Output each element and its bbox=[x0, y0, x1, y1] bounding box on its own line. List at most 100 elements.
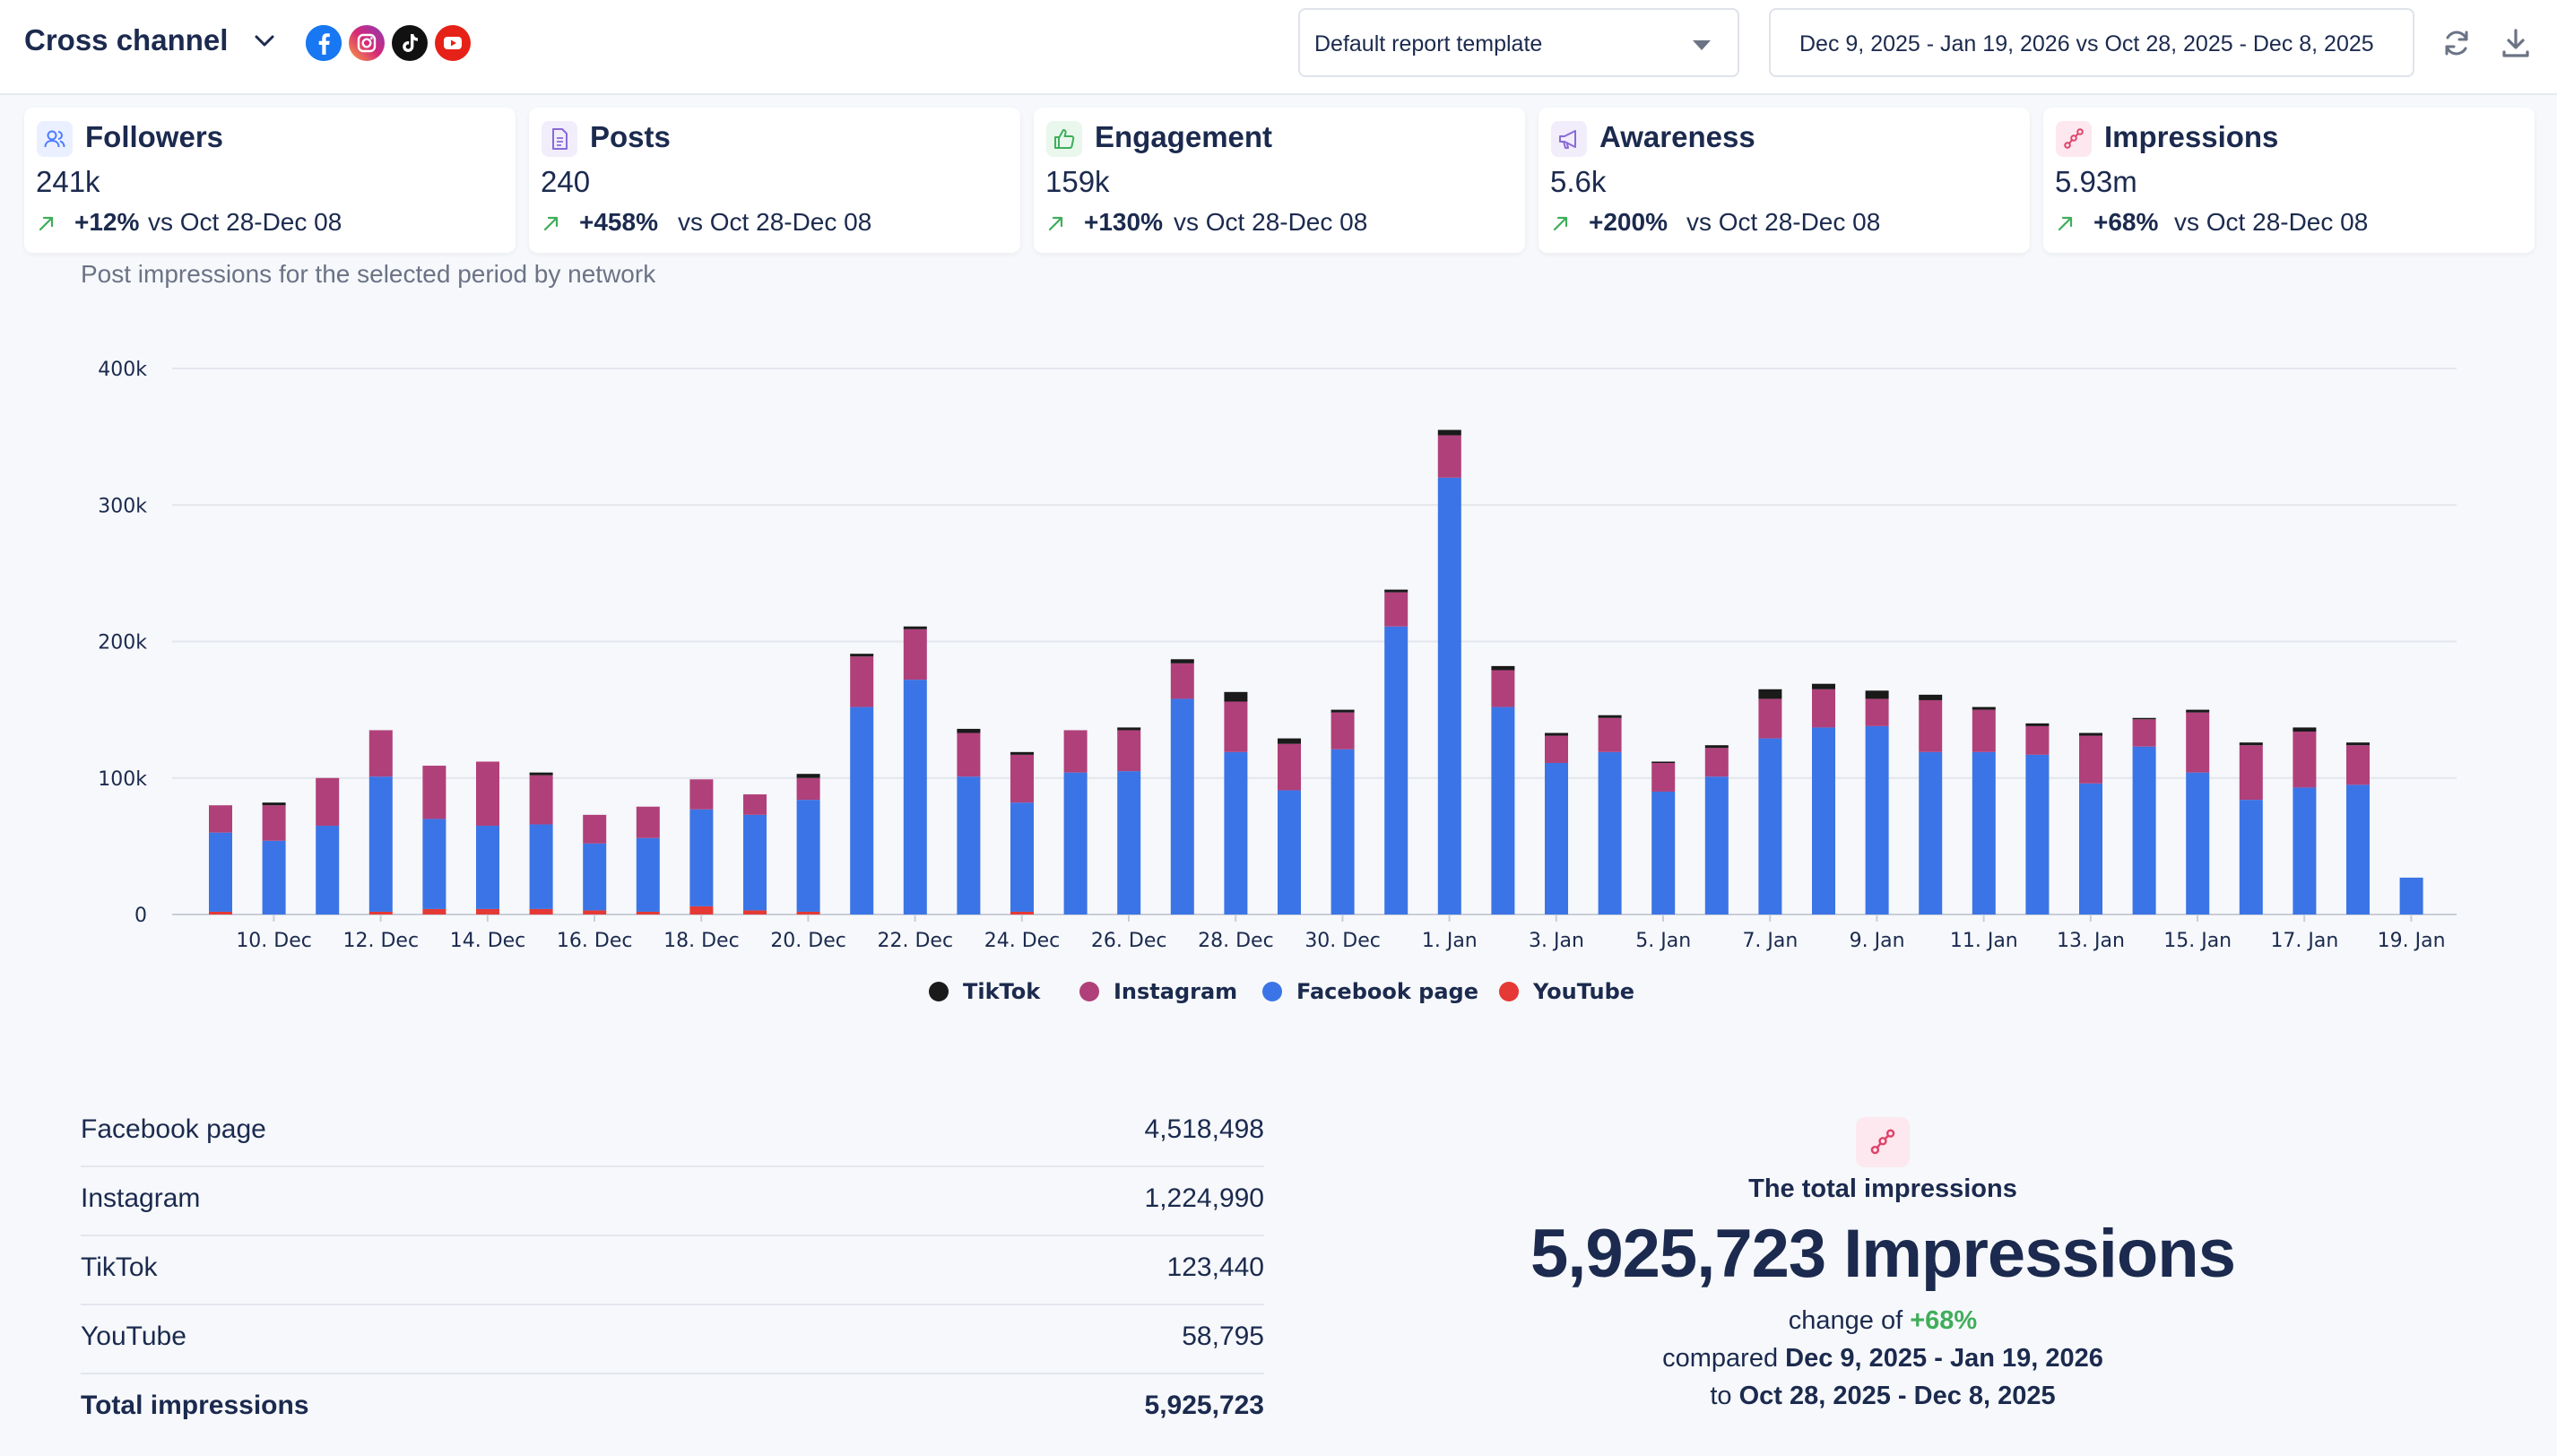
bar-segment-facebook-page bbox=[2239, 800, 2263, 914]
kpi-compare: vs Oct 28-Dec 08 bbox=[1686, 208, 1881, 236]
bar-segment-facebook-page bbox=[1278, 790, 1301, 914]
bar-segment-tiktok bbox=[2025, 723, 2050, 726]
bar-segment-facebook-page bbox=[1437, 477, 1461, 914]
chevron-down-icon[interactable] bbox=[251, 32, 278, 50]
bar-segment-facebook-page bbox=[1972, 751, 1996, 914]
youtube-icon[interactable] bbox=[435, 25, 471, 61]
x-tick-label: 5. Jan bbox=[1635, 930, 1691, 952]
date-range-picker[interactable]: Dec 9, 2025 - Jan 19, 2026 vs Oct 28, 20… bbox=[1769, 8, 2414, 77]
bar-segment-facebook-page bbox=[743, 814, 767, 911]
bar-segment-instagram bbox=[1063, 730, 1088, 773]
kpi-card-impressions[interactable]: Impressions 5.93m +68% vs Oct 28-Dec 08 bbox=[2043, 108, 2535, 253]
bar-segment-instagram bbox=[583, 814, 607, 844]
bar-segment-tiktok bbox=[529, 772, 553, 776]
bar-segment-instagram bbox=[2293, 731, 2317, 788]
to-range: Oct 28, 2025 - Dec 8, 2025 bbox=[1738, 1382, 2056, 1410]
bar-segment-instagram bbox=[850, 656, 874, 707]
bar-segment-instagram bbox=[2186, 712, 2210, 773]
bar-segment-facebook-page bbox=[2132, 746, 2156, 914]
bar-segment-facebook-page bbox=[529, 824, 553, 909]
legend-label: Facebook page bbox=[1296, 979, 1478, 1004]
summary-change-line: change of +68% bbox=[1435, 1306, 2331, 1336]
network-value: 1,224,990 bbox=[1144, 1183, 1264, 1213]
bar-segment-instagram bbox=[1972, 709, 1996, 752]
bar-segment-youtube bbox=[743, 910, 767, 914]
bar-segment-facebook-page bbox=[2399, 877, 2423, 914]
bar-segment-instagram bbox=[1384, 592, 1409, 627]
legend-dot bbox=[1262, 982, 1282, 1001]
bar-segment-tiktok bbox=[262, 802, 286, 806]
bar-segment-tiktok bbox=[850, 654, 874, 657]
bar-segment-instagram bbox=[796, 777, 820, 801]
kpi-value: 5.6k bbox=[1550, 165, 1607, 198]
network-value: 58,795 bbox=[1182, 1322, 1264, 1351]
table-row: Facebook page 4,518,498 bbox=[81, 1098, 1264, 1167]
instagram-icon[interactable] bbox=[349, 25, 385, 61]
bar-segment-facebook-page bbox=[1010, 802, 1034, 912]
x-tick-label: 11. Jan bbox=[1950, 930, 2018, 952]
bar-segment-facebook-page bbox=[636, 837, 660, 912]
bar-segment-facebook-page bbox=[368, 776, 393, 912]
bar-segment-youtube bbox=[476, 908, 499, 914]
table-total-row: Total impressions 5,925,723 bbox=[81, 1374, 1264, 1442]
legend-dot bbox=[1499, 982, 1519, 1001]
bar-segment-facebook-page bbox=[903, 680, 927, 914]
bar-segment-instagram bbox=[689, 779, 714, 810]
y-tick-label: 0 bbox=[134, 905, 147, 927]
table-row: YouTube 58,795 bbox=[81, 1305, 1264, 1374]
bar-segment-tiktok bbox=[1812, 683, 1835, 689]
kpi-card-posts[interactable]: Posts 240 +458% vs Oct 28-Dec 08 bbox=[529, 108, 1020, 253]
bar-segment-tiktok bbox=[2186, 709, 2210, 713]
kpi-compare: vs Oct 28-Dec 08 bbox=[2174, 208, 2369, 236]
bar-segment-facebook-page bbox=[1117, 771, 1141, 914]
legend-item-instagram[interactable]: Instagram bbox=[1079, 979, 1237, 1004]
bar-segment-instagram bbox=[262, 805, 286, 841]
x-tick-label: 16. Dec bbox=[557, 930, 633, 952]
legend-item-youtube[interactable]: YouTube bbox=[1499, 979, 1634, 1004]
bar-segment-instagram bbox=[2025, 725, 2050, 755]
kpi-card-awareness[interactable]: Awareness 5.6k +200% vs Oct 28-Dec 08 bbox=[1539, 108, 2030, 253]
page-title: Cross channel bbox=[24, 23, 229, 56]
bar-segment-tiktok bbox=[2132, 717, 2156, 720]
legend-item-facebook-page[interactable]: Facebook page bbox=[1262, 979, 1478, 1004]
x-tick-label: 24. Dec bbox=[984, 930, 1061, 952]
bar-segment-instagram bbox=[1331, 712, 1355, 750]
x-tick-label: 17. Jan bbox=[2270, 930, 2338, 952]
bar-segment-instagram bbox=[903, 628, 927, 680]
kpi-change: +68% bbox=[2093, 208, 2159, 236]
kpi-card-engagement[interactable]: Engagement 159k +130% vs Oct 28-Dec 08 bbox=[1034, 108, 1525, 253]
bar-segment-tiktok bbox=[1384, 589, 1409, 593]
bar-segment-tiktok bbox=[1919, 694, 1943, 700]
x-tick-label: 7. Jan bbox=[1742, 930, 1798, 952]
bar-segment-instagram bbox=[2079, 735, 2102, 784]
bar-segment-instagram bbox=[1812, 689, 1835, 728]
legend-item-tiktok[interactable]: TikTok bbox=[929, 979, 1040, 1004]
network-name: YouTube bbox=[81, 1322, 186, 1351]
refresh-icon[interactable] bbox=[2439, 25, 2475, 61]
bar-segment-instagram bbox=[316, 777, 340, 827]
report-template-select[interactable]: Default report template bbox=[1298, 8, 1739, 77]
bar-segment-instagram bbox=[636, 806, 660, 838]
bar-segment-tiktok bbox=[796, 774, 820, 778]
tiktok-icon[interactable] bbox=[392, 25, 428, 61]
kpi-change: +458% bbox=[579, 208, 658, 236]
bar-segment-facebook-page bbox=[1704, 776, 1729, 914]
bar-segment-youtube bbox=[209, 911, 232, 914]
bar-segment-tiktok bbox=[1758, 689, 1782, 699]
trend-up-arrow-icon bbox=[39, 216, 54, 231]
kpi-value: 240 bbox=[541, 165, 591, 198]
bar-segment-youtube bbox=[796, 911, 820, 914]
facebook-icon[interactable] bbox=[306, 25, 342, 61]
x-tick-label: 19. Jan bbox=[2378, 930, 2446, 952]
top-bar: Cross channel Default report template De… bbox=[0, 0, 2557, 95]
table-row: Instagram 1,224,990 bbox=[81, 1167, 1264, 1236]
bar-segment-instagram bbox=[1224, 701, 1248, 752]
bar-segment-instagram bbox=[1491, 670, 1515, 707]
bar-segment-facebook-page bbox=[476, 826, 499, 909]
bar-segment-facebook-page bbox=[316, 826, 340, 914]
bar-segment-tiktok bbox=[1010, 751, 1034, 755]
download-icon[interactable] bbox=[2498, 25, 2534, 61]
bar-segment-instagram bbox=[743, 794, 767, 815]
kpi-card-followers[interactable]: Followers 241k +12% vs Oct 28-Dec 08 bbox=[24, 108, 516, 253]
bar-segment-tiktok bbox=[1278, 738, 1301, 744]
